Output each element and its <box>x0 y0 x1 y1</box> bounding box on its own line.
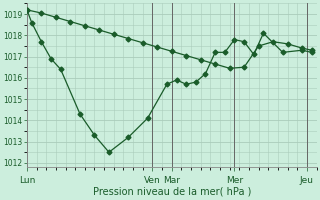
X-axis label: Pression niveau de la mer( hPa ): Pression niveau de la mer( hPa ) <box>92 187 251 197</box>
